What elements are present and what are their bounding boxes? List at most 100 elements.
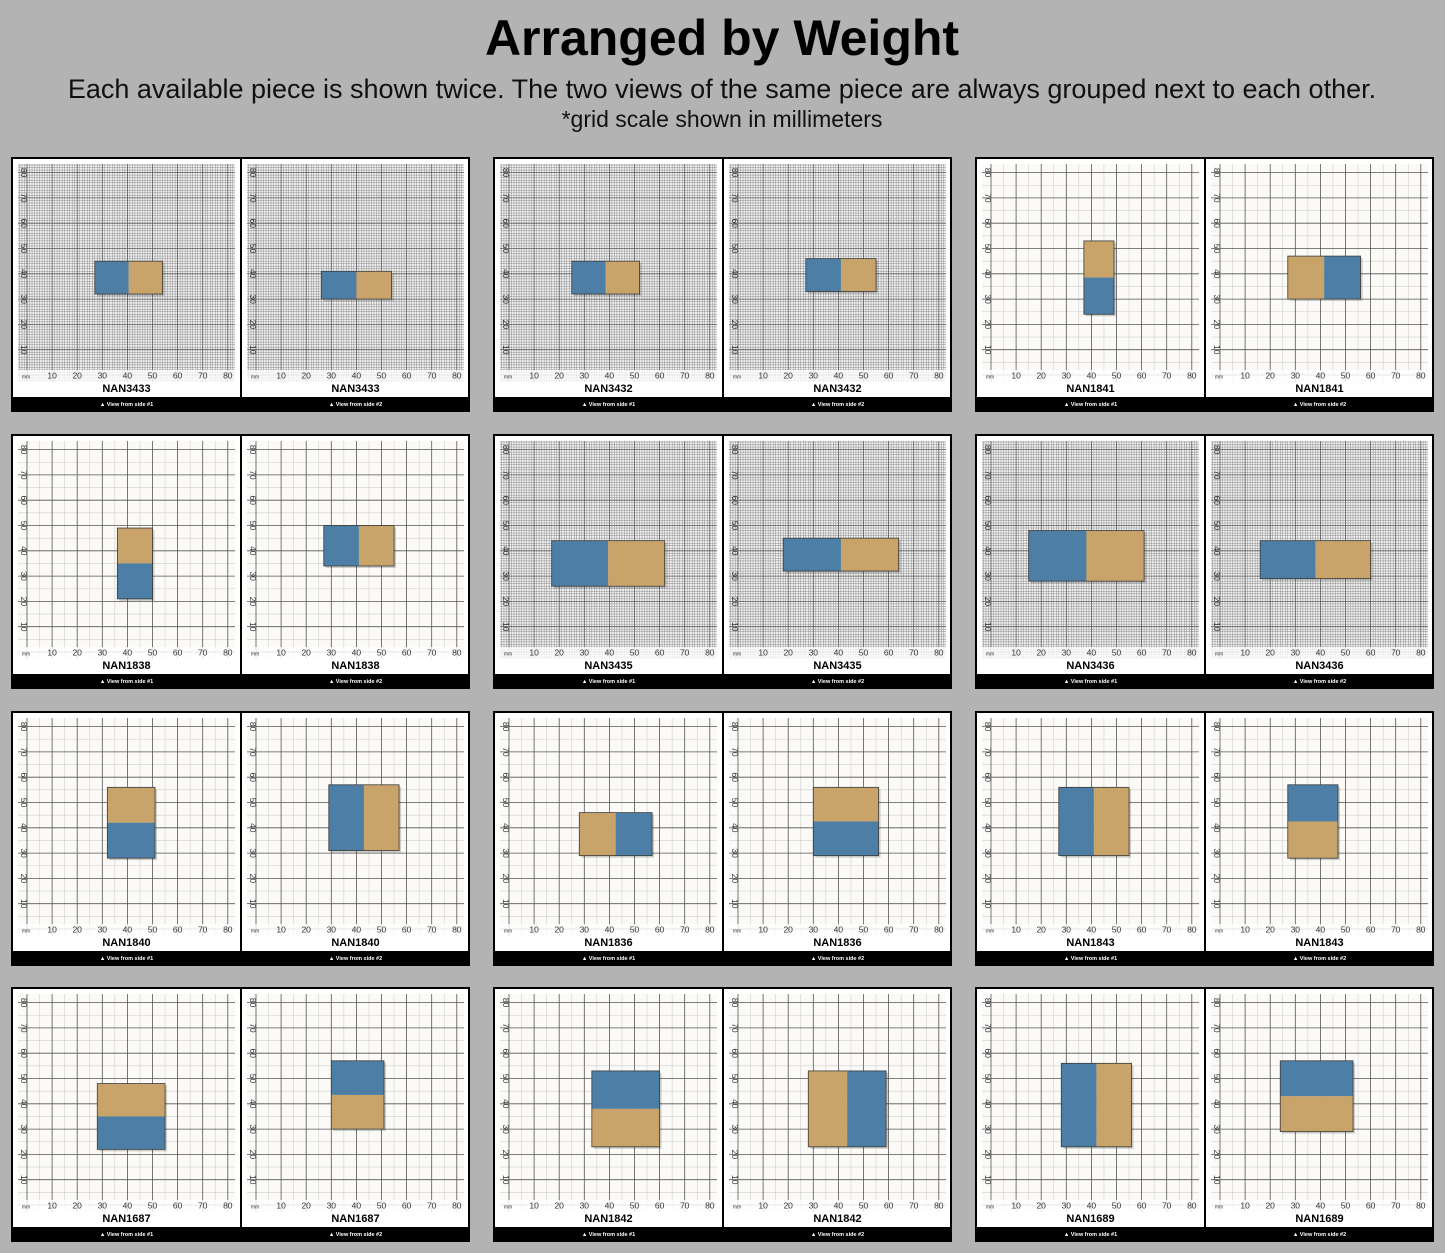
y-scale-label: 50 bbox=[19, 798, 29, 808]
y-scale-label: 40 bbox=[983, 269, 993, 279]
piece-half bbox=[94, 261, 129, 295]
x-scale-label: 80 bbox=[223, 370, 233, 380]
x-scale-label: 20 bbox=[1036, 924, 1046, 934]
caption-bar bbox=[12, 397, 469, 411]
scale-strip bbox=[1211, 647, 1428, 659]
y-scale-label: 70 bbox=[248, 470, 258, 480]
x-scale-label: 80 bbox=[1187, 924, 1197, 934]
y-scale-label: 80 bbox=[19, 722, 29, 732]
x-scale-label: 70 bbox=[909, 1200, 919, 1210]
y-scale-label: 10 bbox=[248, 1175, 258, 1185]
x-scale-label: 40 bbox=[352, 370, 362, 380]
x-scale-label: 80 bbox=[934, 1200, 944, 1210]
y-scale-label: 60 bbox=[248, 218, 258, 228]
x-scale-label: 70 bbox=[198, 1200, 208, 1210]
scale-strip bbox=[247, 1200, 464, 1212]
y-scale-label: 60 bbox=[19, 772, 29, 782]
piece-outline bbox=[323, 525, 395, 567]
gem-piece bbox=[571, 260, 642, 297]
y-scale-label: 30 bbox=[501, 1124, 511, 1134]
y-scale-label: 40 bbox=[501, 823, 511, 833]
gem-piece bbox=[323, 525, 397, 568]
y-scale-label: 50 bbox=[1212, 1074, 1222, 1084]
piece-id: NAN1836 bbox=[813, 937, 861, 949]
x-scale-label: 20 bbox=[1265, 924, 1275, 934]
product-panel: mm 10 20 30 40 50 60 70 80 10 20 30 40 50 60 70 80 NAN168… bbox=[975, 987, 1434, 1242]
y-scale-label: 40 bbox=[248, 823, 258, 833]
view-caption: ▲ View from side #1 bbox=[100, 402, 153, 408]
piece-id: NAN1687 bbox=[331, 1213, 379, 1225]
view-caption: ▲ View from side #1 bbox=[1064, 402, 1117, 408]
piece-half bbox=[331, 1060, 385, 1095]
x-scale-label: 60 bbox=[655, 370, 665, 380]
x-scale-label: 20 bbox=[1036, 370, 1046, 380]
x-scale-label: 30 bbox=[1062, 1200, 1072, 1210]
x-scale-label: 10 bbox=[1240, 647, 1250, 657]
unit-label: mm bbox=[733, 1204, 741, 1210]
piece-half bbox=[1093, 787, 1130, 856]
y-scale-label: 70 bbox=[248, 193, 258, 203]
caption-bar bbox=[494, 1227, 951, 1241]
piece-outline bbox=[812, 786, 879, 857]
y-scale-label: 70 bbox=[983, 747, 993, 757]
x-scale-label: 20 bbox=[554, 647, 564, 657]
x-scale-label: 60 bbox=[1137, 370, 1147, 380]
grid-view bbox=[1211, 441, 1428, 659]
x-scale-label: 60 bbox=[884, 1200, 894, 1210]
x-scale-label: 80 bbox=[1416, 924, 1426, 934]
piece-outline bbox=[1287, 255, 1361, 300]
y-scale-label: 20 bbox=[19, 320, 29, 330]
piece-half bbox=[808, 1070, 848, 1147]
y-scale-label: 30 bbox=[248, 848, 258, 858]
piece-outline bbox=[782, 537, 900, 572]
piece-id: NAN1843 bbox=[1066, 937, 1114, 949]
y-scale-label: 50 bbox=[501, 798, 511, 808]
piece-outline bbox=[116, 527, 153, 600]
gem-piece bbox=[1060, 1062, 1134, 1149]
product-panel: mm 10 20 30 40 50 60 70 80 10 20 30 40 50 60 70 80 NAN183… bbox=[11, 434, 470, 689]
y-scale-label: 10 bbox=[19, 1175, 29, 1185]
y-scale-label: 80 bbox=[730, 168, 740, 178]
x-scale-label: 80 bbox=[1187, 647, 1197, 657]
piece-half bbox=[1028, 530, 1087, 582]
y-scale-label: 60 bbox=[501, 495, 511, 505]
y-scale-label: 10 bbox=[19, 345, 29, 355]
gem-piece bbox=[1083, 240, 1116, 317]
caption-bar bbox=[494, 674, 951, 688]
x-scale-label: 40 bbox=[834, 924, 844, 934]
y-scale-label: 60 bbox=[730, 772, 740, 782]
x-scale-label: 20 bbox=[554, 924, 564, 934]
x-scale-label: 50 bbox=[148, 924, 158, 934]
piece-half bbox=[1083, 240, 1114, 278]
y-scale-label: 50 bbox=[730, 244, 740, 254]
y-scale-label: 10 bbox=[501, 1175, 511, 1185]
view-caption: ▲ View from side #2 bbox=[811, 1232, 864, 1238]
piece-half bbox=[328, 784, 364, 851]
piece-half bbox=[1315, 540, 1371, 579]
piece-outline bbox=[330, 1060, 385, 1130]
x-scale-label: 30 bbox=[580, 370, 590, 380]
x-scale-label: 50 bbox=[1112, 1200, 1122, 1210]
y-scale-label: 20 bbox=[501, 1150, 511, 1160]
piece-id: NAN1840 bbox=[331, 937, 379, 949]
piece-half bbox=[1280, 1096, 1354, 1132]
x-scale-label: 60 bbox=[1137, 924, 1147, 934]
x-scale-label: 10 bbox=[47, 647, 57, 657]
x-scale-label: 70 bbox=[680, 1200, 690, 1210]
view-caption: ▲ View from side #2 bbox=[811, 402, 864, 408]
x-scale-label: 10 bbox=[758, 1200, 768, 1210]
x-scale-label: 10 bbox=[529, 924, 539, 934]
y-scale-label: 70 bbox=[501, 470, 511, 480]
piece-half bbox=[363, 784, 400, 851]
y-scale-label: 20 bbox=[730, 874, 740, 884]
piece-id: NAN1838 bbox=[331, 660, 379, 672]
x-scale-label: 50 bbox=[630, 647, 640, 657]
y-scale-label: 30 bbox=[19, 848, 29, 858]
x-scale-label: 60 bbox=[402, 924, 412, 934]
product-panel: mm 10 20 30 40 50 60 70 80 10 20 30 40 50 60 70 80 NAN183… bbox=[493, 711, 952, 966]
scale-strip bbox=[729, 1200, 946, 1212]
piece-half bbox=[1083, 277, 1114, 315]
piece-half bbox=[97, 1083, 166, 1117]
x-scale-label: 40 bbox=[605, 1200, 615, 1210]
y-scale-label: 30 bbox=[501, 294, 511, 304]
